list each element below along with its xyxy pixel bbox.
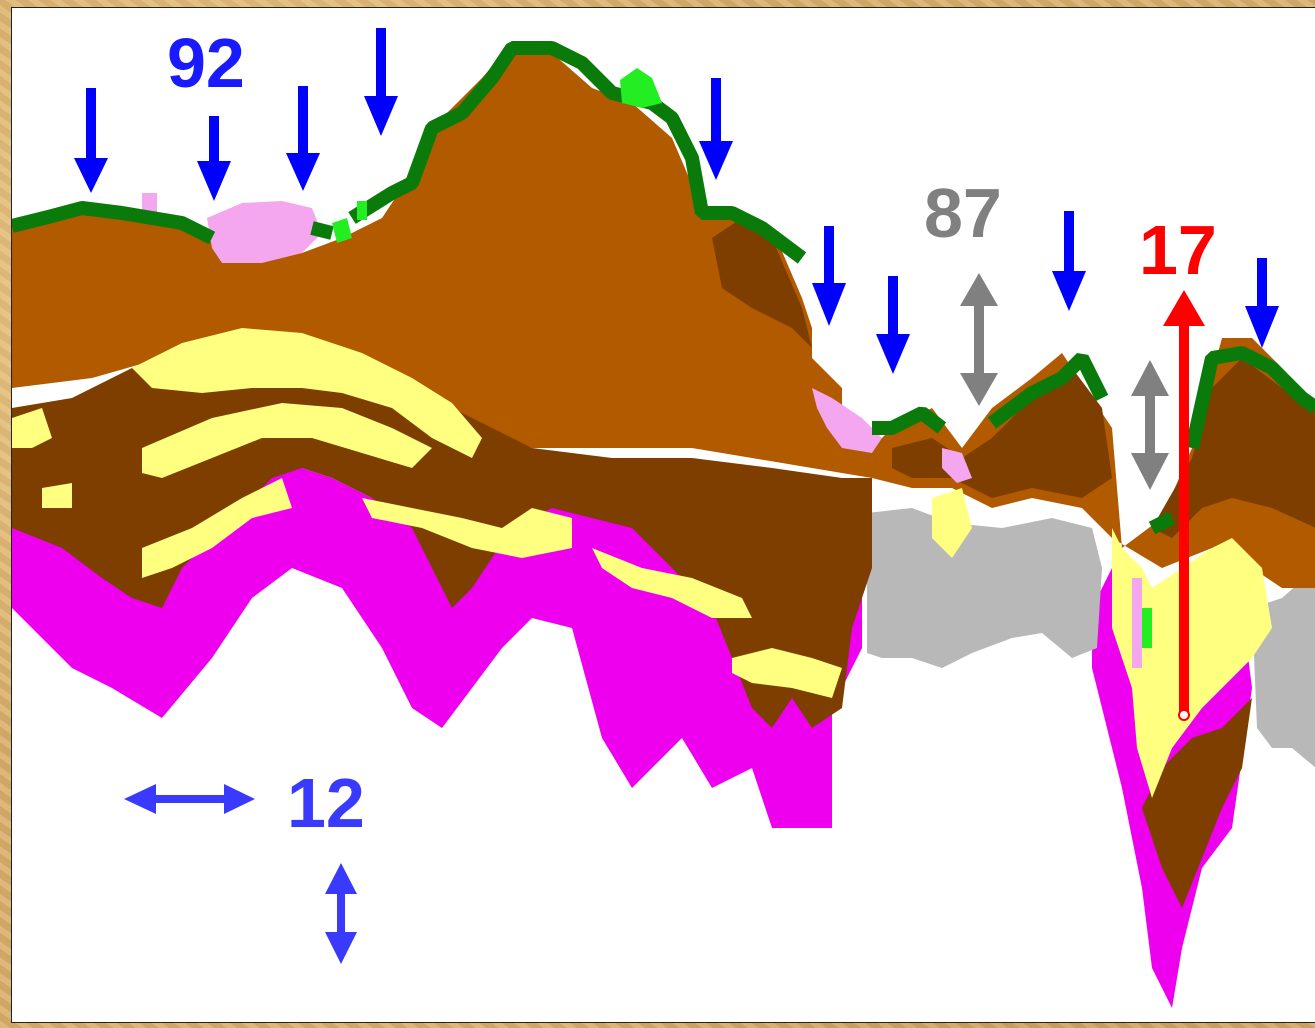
label-12: 12 <box>287 764 365 842</box>
yellow-sand-layer-right <box>1112 528 1272 798</box>
blue-double-arrows <box>124 784 357 964</box>
label-87: 87 <box>924 174 1002 252</box>
label-92: 92 <box>167 24 245 102</box>
down-arrow-5 <box>699 78 733 180</box>
yellow-sand-layer-2 <box>142 403 432 478</box>
down-arrow-2 <box>197 116 231 201</box>
vertical-double-arrow <box>325 863 357 964</box>
geologic-cross-section <box>12 28 1315 1008</box>
cross-section-panel: 92 87 17 12 <box>11 7 1315 1023</box>
down-arrow-4 <box>364 28 398 136</box>
down-arrow-8 <box>1052 211 1086 311</box>
magenta-basement-layer <box>12 448 1252 1008</box>
down-arrow-9 <box>1245 258 1279 348</box>
down-arrow-1 <box>74 88 108 193</box>
gray-double-arrow-1 <box>960 273 998 406</box>
down-arrow-6 <box>812 226 846 326</box>
down-arrows-group <box>74 28 1279 374</box>
vegetation-crust <box>12 41 1315 535</box>
gray-double-arrow-2 <box>1131 360 1169 490</box>
horizontal-double-arrow <box>124 784 255 814</box>
light-pink-patch <box>142 193 1142 668</box>
gray-layer <box>867 508 1315 768</box>
red-up-arrow <box>1163 290 1205 721</box>
gray-double-arrows <box>960 273 1169 490</box>
down-arrow-3 <box>286 86 320 191</box>
label-17: 17 <box>1139 211 1217 289</box>
yellow-sand-layer <box>132 328 482 458</box>
down-arrow-7 <box>876 276 910 374</box>
